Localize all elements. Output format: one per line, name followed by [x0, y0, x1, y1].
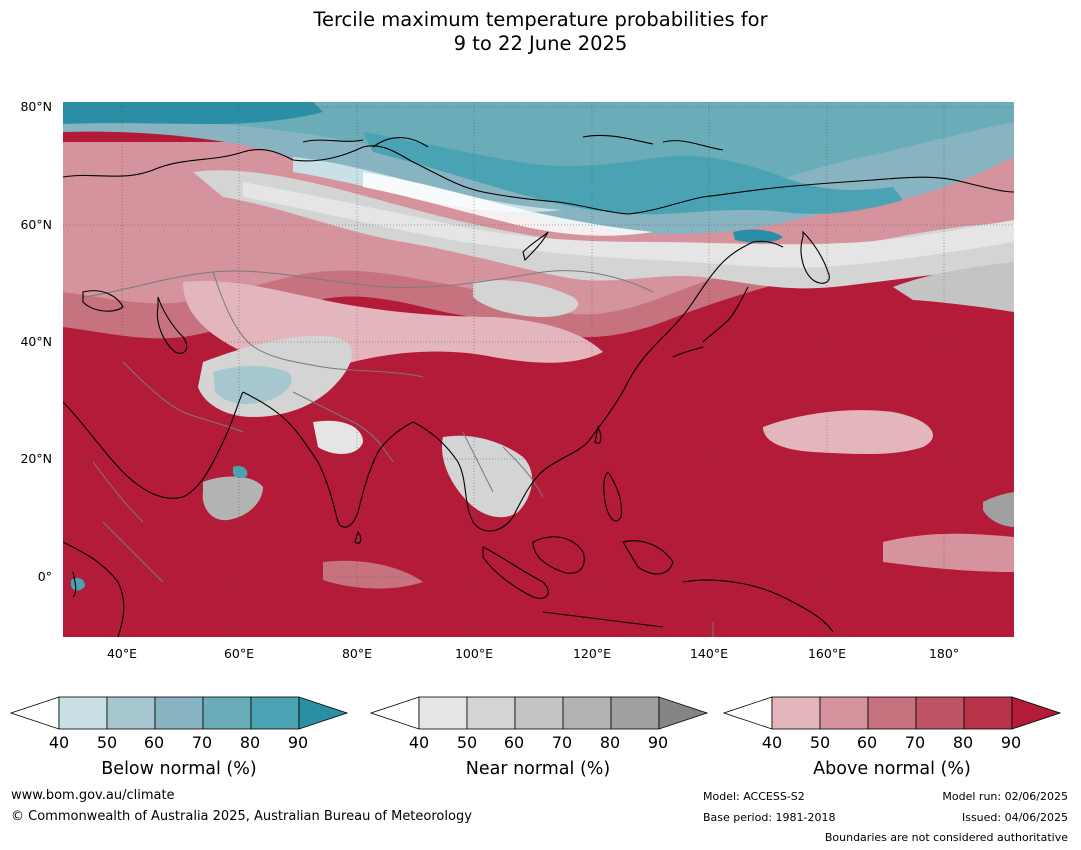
tick-above-40: 40	[761, 733, 783, 752]
base-period: Base period: 1981-2018	[703, 811, 836, 824]
field-near-pacific-east	[763, 410, 933, 455]
lon-label-160e: 160°E	[807, 646, 846, 661]
above-color-extend-high	[1011, 696, 1062, 730]
coastlines	[63, 134, 1014, 637]
map-canvas	[63, 102, 1014, 637]
below-color-step-60	[154, 696, 204, 730]
field-near-indochina	[442, 435, 533, 518]
lon-label-120e: 120°E	[572, 646, 611, 661]
colorbar-below-svg	[9, 696, 349, 730]
tick-near-60: 60	[503, 733, 525, 752]
near-color-extend-high	[658, 696, 709, 730]
field-near-mongolia	[473, 280, 579, 317]
lon-label-180: 180°	[928, 646, 960, 661]
near-color-extend-low	[369, 696, 420, 730]
graticule	[63, 102, 1014, 637]
below-color-step-50	[106, 696, 156, 730]
model-name: Model: ACCESS-S2	[703, 790, 805, 803]
lon-label-140e: 140°E	[689, 646, 728, 661]
field-below-east-siberia	[363, 132, 903, 215]
tick-near-90: 90	[647, 733, 669, 752]
legend-near-title: Near normal (%)	[465, 759, 611, 779]
lon-label-60e: 60°E	[223, 646, 255, 661]
lat-label-20n: 20°N	[20, 451, 52, 466]
lat-label-0: 0°	[37, 569, 52, 584]
tick-below-70: 70	[191, 733, 213, 752]
tick-near-40: 40	[408, 733, 430, 752]
near-color-step-40	[418, 696, 468, 730]
tick-near-80: 80	[599, 733, 621, 752]
field-below-tibet	[213, 366, 292, 404]
legend-below-normal-colorbar	[9, 696, 349, 738]
lon-label-40e: 40°E	[106, 646, 138, 661]
above-color-step-50	[819, 696, 869, 730]
tick-below-80: 80	[239, 733, 261, 752]
tick-above-60: 60	[856, 733, 878, 752]
boundaries-disclaimer: Boundaries are not considered authoritat…	[824, 831, 1068, 844]
tick-above-70: 70	[904, 733, 926, 752]
tick-below-60: 60	[143, 733, 165, 752]
legend-above-normal-colorbar	[722, 696, 1062, 738]
colorbar-above-svg	[722, 696, 1062, 730]
below-color-step-80	[250, 696, 300, 730]
model-run-date: Model run: 02/06/2025	[942, 790, 1068, 803]
tick-near-50: 50	[456, 733, 478, 752]
field-above-pacific-light	[883, 533, 1014, 572]
website-link[interactable]: www.bom.gov.au/climate	[11, 788, 175, 803]
legend-above-title: Above normal (%)	[813, 759, 971, 779]
below-color-extend-low	[9, 696, 60, 730]
near-color-step-50	[466, 696, 516, 730]
copyright-notice: © Commonwealth of Australia 2025, Austra…	[11, 809, 472, 824]
below-color-step-40	[58, 696, 108, 730]
lat-label-80n: 80°N	[20, 99, 52, 114]
field-below-arabia	[233, 466, 248, 479]
probability-map	[63, 102, 1014, 637]
above-color-step-80	[963, 696, 1013, 730]
above-color-step-60	[867, 696, 917, 730]
above-color-step-40	[771, 696, 821, 730]
colorbar-near-svg	[369, 696, 709, 730]
legend-near-normal-colorbar	[369, 696, 709, 738]
tick-above-50: 50	[809, 733, 831, 752]
field-near-pacific-north	[893, 262, 1014, 312]
field-near-north-light	[243, 182, 1014, 268]
field-near-pacific-grey	[983, 492, 1014, 527]
above-color-step-70	[915, 696, 965, 730]
map-title: Tercile maximum temperature probabilitie…	[313, 8, 768, 55]
below-color-step-70	[202, 696, 252, 730]
tick-above-90: 90	[1000, 733, 1022, 752]
field-below-siberia-dark	[63, 102, 323, 124]
near-color-step-80	[610, 696, 660, 730]
field-near-bay-bengal	[313, 420, 363, 454]
issued-date: Issued: 04/06/2025	[961, 811, 1068, 824]
below-color-extend-high	[298, 696, 349, 730]
lon-label-100e: 100°E	[454, 646, 493, 661]
legend-below-title: Below normal (%)	[101, 759, 257, 779]
near-color-step-70	[562, 696, 612, 730]
above-color-extend-low	[722, 696, 773, 730]
tick-below-50: 50	[96, 733, 118, 752]
field-near-arabia	[202, 476, 263, 521]
tick-above-80: 80	[952, 733, 974, 752]
field-above-indian-ocean	[323, 560, 423, 589]
tick-below-90: 90	[287, 733, 309, 752]
field-below-light-north	[293, 157, 563, 212]
lon-label-80e: 80°E	[341, 646, 373, 661]
lat-label-60n: 60°N	[20, 217, 52, 232]
tick-near-70: 70	[551, 733, 573, 752]
country-borders	[82, 270, 714, 637]
field-below-kamchatka	[733, 229, 783, 243]
field-low-prob-band	[363, 172, 653, 236]
lat-label-40n: 40°N	[20, 334, 52, 349]
tick-below-40: 40	[48, 733, 70, 752]
near-color-step-60	[514, 696, 564, 730]
